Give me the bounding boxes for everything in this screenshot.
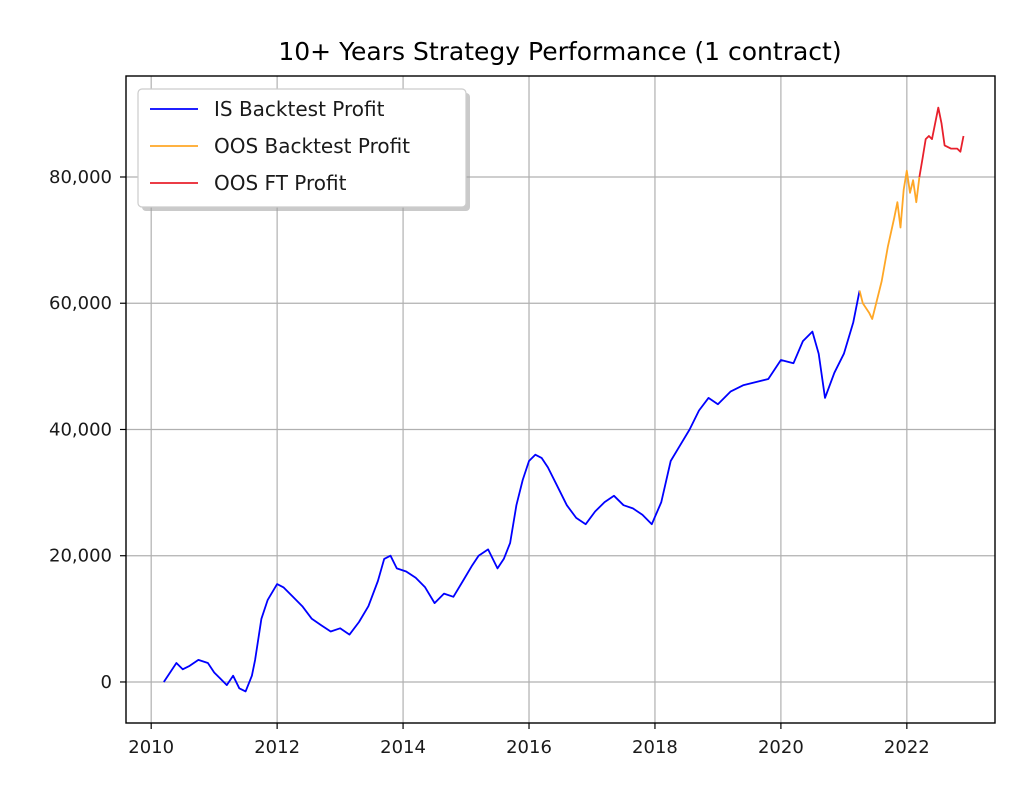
x-tick-label: 2012 [254, 737, 300, 758]
y-tick-label: 20,000 [49, 546, 112, 567]
x-tick-label: 2010 [128, 737, 174, 758]
legend-box [137, 88, 467, 208]
series-line-is-backtest-profit [163, 290, 861, 693]
chart-title: 10+ Years Strategy Performance (1 contra… [278, 37, 841, 66]
legend-label-oos-backtest: OOS Backtest Profit [214, 134, 410, 158]
y-tick-label: 60,000 [49, 293, 112, 314]
plot-area-frame [125, 75, 996, 724]
legend-label-is-backtest: IS Backtest Profit [214, 97, 385, 121]
x-tick-label: 2020 [758, 737, 804, 758]
y-tick-label: 40,000 [49, 419, 112, 440]
series-line-oos-backtest-profit [858, 169, 921, 320]
series-line-oos-ft-profit [918, 106, 965, 178]
axis-ticks: 2010 2012 2014 2016 2018 2020 2022 0 20,000 40,00… [49, 167, 930, 758]
legend: IS Backtest Profit OOS Backtest Profit O… [137, 88, 470, 211]
series-lines [163, 106, 965, 693]
legend-label-oos-ft: OOS FT Profit [214, 171, 347, 195]
y-tick-label: 0 [101, 672, 112, 693]
x-tick-label: 2018 [632, 737, 678, 758]
y-tick-label: 80,000 [49, 167, 112, 188]
x-tick-label: 2014 [380, 737, 426, 758]
x-tick-label: 2016 [506, 737, 552, 758]
x-tick-label: 2022 [884, 737, 930, 758]
